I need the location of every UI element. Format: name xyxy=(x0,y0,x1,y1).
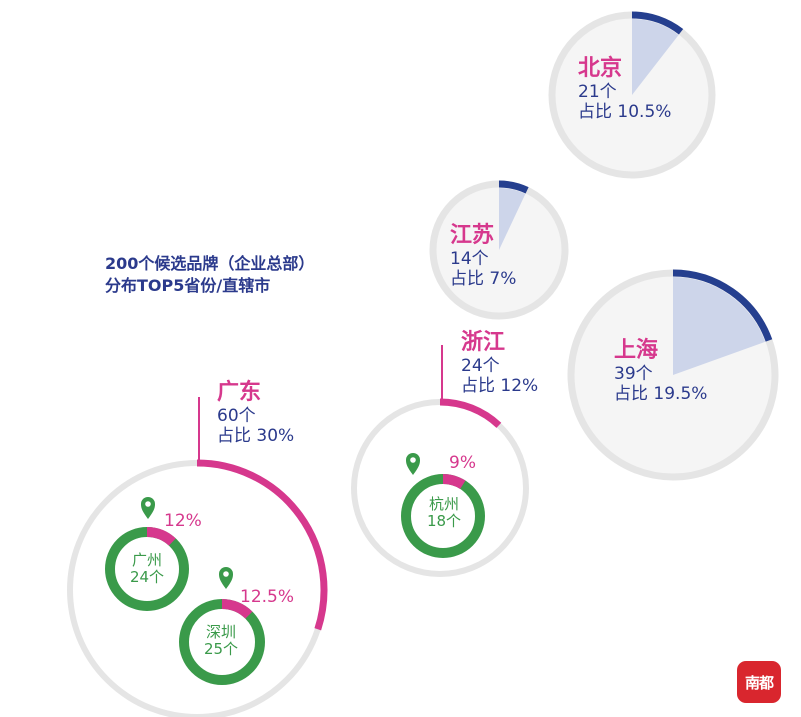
region-wedge-jiangsu xyxy=(499,188,526,250)
location-pin-icon xyxy=(219,567,233,589)
region-arc-jiangsu xyxy=(498,180,529,194)
region-arc-zhejiang xyxy=(439,398,502,428)
chart-title: 200个候选品牌（企业总部） 分布TOP5省份/直辖市 xyxy=(105,253,314,297)
nandu-logo: 南都 xyxy=(737,661,781,703)
city-label-guangzhou: 广州 24个 xyxy=(122,551,172,587)
city-name: 深圳 xyxy=(205,623,236,641)
region-share: 占比 7% xyxy=(450,269,517,289)
location-pin-dot xyxy=(223,571,229,577)
region-count: 21个 xyxy=(578,81,617,102)
chart-title-line1: 200个候选品牌（企业总部） xyxy=(105,254,315,273)
region-count: 14个 xyxy=(450,248,489,269)
city-donut-share-shenzhen xyxy=(221,599,253,619)
city-pct-hangzhou: 9% xyxy=(449,453,476,473)
region-label-beijing: 北京 21个 占比 10.5% xyxy=(578,56,671,122)
region-wedge-shanghai xyxy=(673,277,766,375)
region-share: 占比 10.5% xyxy=(578,102,672,122)
region-name: 上海 xyxy=(614,338,659,363)
city-pct-guangzhou: 12% xyxy=(164,511,202,531)
location-pin-icon xyxy=(141,497,155,519)
region-share: 占比 19.5% xyxy=(614,384,708,404)
city-count: 24个 xyxy=(129,568,165,587)
region-count: 60个 xyxy=(217,405,256,426)
city-label-shenzhen: 深圳 25个 xyxy=(196,623,246,659)
region-count: 39个 xyxy=(614,363,653,384)
city-count: 18个 xyxy=(426,512,462,531)
region-name: 浙江 xyxy=(461,330,506,355)
region-name: 北京 xyxy=(578,56,623,81)
city-name: 杭州 xyxy=(428,495,459,513)
location-pin-dot xyxy=(410,457,416,463)
city-count: 25个 xyxy=(203,640,239,659)
region-arc-beijing xyxy=(631,11,684,35)
city-name: 广州 xyxy=(131,551,162,569)
region-name: 江苏 xyxy=(450,223,495,248)
region-arc-guangdong xyxy=(196,459,328,631)
region-label-shanghai: 上海 39个 占比 19.5% xyxy=(614,338,707,404)
city-donut-share-hangzhou xyxy=(442,474,466,490)
region-count: 24个 xyxy=(461,355,500,376)
city-label-hangzhou: 杭州 18个 xyxy=(419,495,469,531)
region-label-jiangsu: 江苏 14个 占比 7% xyxy=(450,223,516,289)
region-share: 占比 30% xyxy=(217,426,295,446)
region-arc-shanghai xyxy=(672,269,773,342)
location-pin-dot xyxy=(145,501,151,507)
region-label-zhejiang: 浙江 24个 占比 12% xyxy=(461,330,538,396)
city-donut-share-guangzhou xyxy=(146,527,176,546)
region-label-guangdong: 广东 60个 占比 30% xyxy=(217,380,294,446)
region-name: 广东 xyxy=(217,380,262,405)
city-pct-shenzhen: 12.5% xyxy=(240,587,295,607)
region-wedge-beijing xyxy=(632,19,679,95)
chart-title-line2: 分布TOP5省份/直辖市 xyxy=(105,276,271,295)
region-share: 占比 12% xyxy=(461,376,539,396)
location-pin-icon xyxy=(406,453,420,475)
